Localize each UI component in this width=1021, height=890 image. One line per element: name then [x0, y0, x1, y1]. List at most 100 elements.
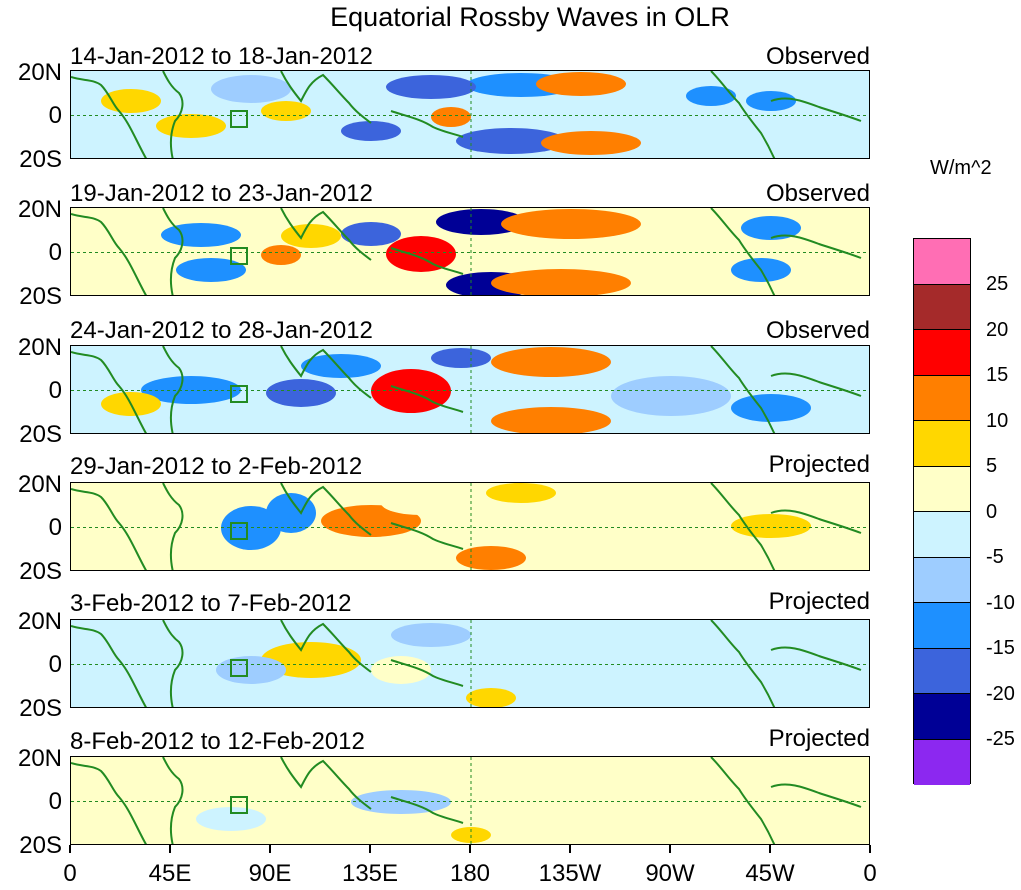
anomaly-region [266, 493, 316, 533]
coastline [162, 346, 184, 433]
coastline [770, 234, 862, 259]
colorbar-swatch [914, 739, 970, 785]
coastline [162, 620, 184, 707]
coastline [71, 213, 147, 295]
anomaly-region [456, 546, 526, 570]
coastline [390, 110, 464, 138]
anomaly-region [731, 394, 811, 422]
lon-tick [569, 845, 571, 853]
coastline [770, 97, 862, 122]
coastline [390, 247, 464, 275]
anomaly-region [341, 222, 401, 246]
anomaly-region [176, 258, 246, 282]
anomaly-region [386, 236, 456, 272]
lat-label-20s: 20S [19, 421, 62, 448]
anomaly-region [611, 376, 731, 416]
lat-label-20n: 20N [17, 334, 62, 361]
panel-1-map [70, 70, 870, 159]
panel-5-map [70, 619, 870, 708]
lat-label-20s: 20S [19, 283, 62, 310]
anomaly-region [196, 807, 266, 831]
reference-box [230, 659, 248, 677]
panel-3-status: Observed [765, 317, 870, 344]
colorbar-label: -10 [986, 592, 1015, 614]
colorbar-swatch [914, 512, 970, 558]
anomaly-region [386, 75, 476, 99]
lat-label-20n: 20N [17, 608, 62, 635]
colorbar-units: W/m^2 [930, 157, 992, 179]
colorbar-swatch [914, 284, 970, 330]
anomaly-region [466, 688, 516, 707]
coastline [770, 372, 862, 397]
anomaly-region [741, 216, 801, 240]
lon-label-0: 0 [63, 860, 77, 887]
coastline [71, 76, 147, 158]
anomaly-region [101, 89, 161, 113]
colorbar-swatch [914, 330, 970, 376]
coastline [710, 71, 776, 158]
coastline [71, 625, 147, 707]
coastline [162, 757, 184, 844]
colorbar-label: 15 [986, 364, 1009, 386]
anomaly-region [491, 407, 611, 433]
lon-tick [869, 845, 871, 853]
panel-4-status: Projected [768, 451, 870, 478]
anomaly-region [501, 209, 641, 239]
panel-5-date-range: 3-Feb-2012 to 7-Feb-2012 [70, 590, 352, 617]
colorbar-swatch [914, 375, 970, 421]
colorbar-label: -15 [986, 637, 1015, 659]
anomaly-region [631, 796, 751, 828]
coastline [390, 659, 464, 687]
panel-2-date-range: 19-Jan-2012 to 23-Jan-2012 [70, 180, 373, 207]
lon-label-45w: 45W [745, 860, 795, 887]
anomaly-region [456, 128, 566, 154]
colorbar-swatch [914, 557, 970, 603]
anomaly-region [536, 72, 626, 96]
anomaly-region [431, 107, 471, 127]
lon-tick [469, 845, 471, 853]
lat-label-eq: 0 [48, 102, 62, 129]
lon-tick [269, 845, 271, 853]
lon-label-135e: 135E [341, 860, 399, 887]
panel-2-map [70, 207, 870, 296]
lat-label-20s: 20S [19, 146, 62, 173]
anomaly-region [261, 245, 301, 265]
lat-label-20s: 20S [19, 695, 62, 722]
coastline [390, 522, 464, 550]
panel-5-field [71, 620, 869, 707]
anomaly-region [301, 354, 381, 378]
panel-1-status: Observed [765, 43, 870, 70]
coastline [71, 351, 147, 433]
panel-6-date-range: 8-Feb-2012 to 12-Feb-2012 [70, 728, 365, 755]
lon-label-180: 180 [449, 860, 491, 887]
anomaly-region [686, 86, 736, 106]
anomaly-region [231, 770, 311, 794]
reference-box [230, 522, 248, 540]
anomaly-region [381, 491, 461, 515]
colorbar-label: 25 [986, 273, 1009, 295]
panel-6-map [70, 756, 870, 845]
coastline [770, 646, 862, 671]
lat-label-20n: 20N [17, 745, 62, 772]
lat-label-eq: 0 [48, 514, 62, 541]
lon-label-90e: 90E [248, 860, 292, 887]
colorbar-label: -20 [986, 683, 1015, 705]
anomaly-region [371, 656, 431, 684]
coastline [71, 762, 147, 844]
panel-4-map [70, 482, 870, 571]
lon-label-90w: 90W [645, 860, 695, 887]
colorbar-swatch [914, 603, 970, 649]
panel-5-status: Projected [768, 588, 870, 615]
anomaly-region [156, 114, 226, 138]
panel-3-field [71, 346, 869, 433]
coastline [710, 483, 776, 570]
reference-box [230, 796, 248, 814]
coastline [390, 385, 464, 413]
lon-label-135w: 135W [538, 860, 602, 887]
colorbar-label: 10 [986, 410, 1009, 432]
coastline [280, 346, 372, 399]
coastline [162, 71, 184, 158]
colorbar-label: 5 [986, 455, 998, 477]
lat-label-eq: 0 [48, 377, 62, 404]
coastline [162, 483, 184, 570]
